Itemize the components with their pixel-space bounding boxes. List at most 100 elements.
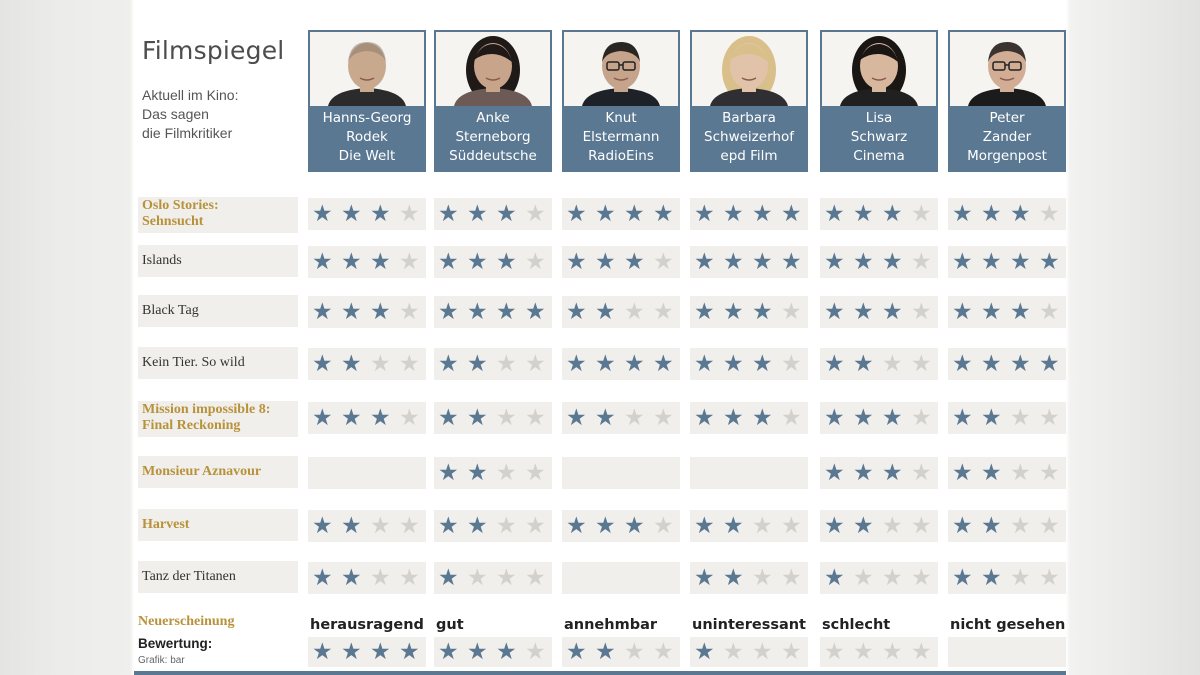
legend-rating-label: Bewertung: bbox=[138, 636, 213, 651]
rating-cell: ★ ★ ★ ★ bbox=[820, 510, 938, 542]
critic-portrait-icon bbox=[710, 36, 788, 106]
star-empty-icon: ★ bbox=[525, 201, 546, 227]
page-subtitle: Aktuell im Kino: Das sagen die Filmkriti… bbox=[142, 87, 239, 141]
legend-scale-stars bbox=[948, 637, 1066, 667]
rating-cell: ★ ★ ★ ★ bbox=[820, 198, 938, 230]
critic-name: Peter bbox=[989, 110, 1025, 126]
rating-cell: ★ ★ ★ ★ bbox=[948, 562, 1066, 594]
page-title: Filmspiegel bbox=[142, 36, 285, 65]
star-filled-icon: ★ bbox=[752, 299, 773, 325]
star-filled-icon: ★ bbox=[694, 565, 715, 591]
movie-title: Black Tag bbox=[138, 295, 298, 327]
star-empty-icon: ★ bbox=[525, 351, 546, 377]
star-filled-icon: ★ bbox=[653, 201, 674, 227]
critic-photo bbox=[308, 30, 426, 106]
star-filled-icon: ★ bbox=[595, 299, 616, 325]
star-filled-icon: ★ bbox=[723, 405, 744, 431]
star-filled-icon: ★ bbox=[882, 201, 903, 227]
star-filled-icon: ★ bbox=[595, 639, 616, 665]
star-empty-icon: ★ bbox=[525, 639, 546, 665]
star-filled-icon: ★ bbox=[824, 460, 845, 486]
star-empty-icon: ★ bbox=[853, 565, 874, 591]
star-empty-icon: ★ bbox=[370, 565, 391, 591]
star-filled-icon: ★ bbox=[438, 460, 459, 486]
star-empty-icon: ★ bbox=[496, 460, 517, 486]
star-filled-icon: ★ bbox=[496, 299, 517, 325]
star-filled-icon: ★ bbox=[496, 249, 517, 275]
star-filled-icon: ★ bbox=[312, 249, 333, 275]
rating-cell: ★ ★ ★ ★ bbox=[820, 296, 938, 328]
rating-cell: ★ ★ ★ ★ bbox=[690, 246, 808, 278]
star-filled-icon: ★ bbox=[438, 405, 459, 431]
critic-column-header: Peter Zander Morgenpost bbox=[948, 30, 1066, 172]
star-filled-icon: ★ bbox=[882, 249, 903, 275]
critic-nameplate: Peter Zander Morgenpost bbox=[948, 106, 1066, 172]
star-filled-icon: ★ bbox=[853, 351, 874, 377]
star-empty-icon: ★ bbox=[653, 249, 674, 275]
star-filled-icon: ★ bbox=[1010, 351, 1031, 377]
star-filled-icon: ★ bbox=[752, 249, 773, 275]
star-empty-icon: ★ bbox=[624, 405, 645, 431]
star-empty-icon: ★ bbox=[1010, 460, 1031, 486]
star-filled-icon: ★ bbox=[595, 201, 616, 227]
rating-cell: ★ ★ ★ ★ bbox=[948, 402, 1066, 434]
star-filled-icon: ★ bbox=[370, 201, 391, 227]
star-filled-icon: ★ bbox=[981, 565, 1002, 591]
star-filled-icon: ★ bbox=[952, 351, 973, 377]
critic-outlet: Süddeutsche bbox=[449, 148, 537, 164]
star-filled-icon: ★ bbox=[1010, 249, 1031, 275]
star-filled-icon: ★ bbox=[341, 201, 362, 227]
star-filled-icon: ★ bbox=[824, 405, 845, 431]
critic-name: Hanns-Georg bbox=[322, 110, 412, 126]
star-filled-icon: ★ bbox=[370, 405, 391, 431]
star-empty-icon: ★ bbox=[1039, 565, 1060, 591]
star-empty-icon: ★ bbox=[653, 299, 674, 325]
star-empty-icon: ★ bbox=[752, 513, 773, 539]
star-filled-icon: ★ bbox=[525, 299, 546, 325]
star-empty-icon: ★ bbox=[882, 513, 903, 539]
rating-cell bbox=[690, 457, 808, 489]
rating-cell: ★ ★ ★ ★ bbox=[562, 198, 680, 230]
star-filled-icon: ★ bbox=[694, 513, 715, 539]
rating-cell: ★ ★ ★ ★ bbox=[690, 562, 808, 594]
star-filled-icon: ★ bbox=[312, 639, 333, 665]
star-filled-icon: ★ bbox=[624, 513, 645, 539]
star-filled-icon: ★ bbox=[981, 249, 1002, 275]
star-empty-icon: ★ bbox=[911, 405, 932, 431]
critic-portrait-icon bbox=[454, 36, 532, 106]
star-filled-icon: ★ bbox=[694, 639, 715, 665]
star-empty-icon: ★ bbox=[496, 565, 517, 591]
rating-cell: ★ ★ ★ ★ bbox=[562, 296, 680, 328]
star-filled-icon: ★ bbox=[853, 405, 874, 431]
star-filled-icon: ★ bbox=[882, 405, 903, 431]
star-empty-icon: ★ bbox=[1010, 405, 1031, 431]
star-empty-icon: ★ bbox=[1039, 460, 1060, 486]
rating-cell: ★ ★ ★ ★ bbox=[434, 510, 552, 542]
movie-title: Islands bbox=[138, 245, 298, 277]
rating-cell: ★ ★ ★ ★ bbox=[434, 457, 552, 489]
star-filled-icon: ★ bbox=[467, 351, 488, 377]
star-filled-icon: ★ bbox=[341, 513, 362, 539]
star-empty-icon: ★ bbox=[911, 201, 932, 227]
star-filled-icon: ★ bbox=[467, 460, 488, 486]
movie-title: Mission impossible 8: Final Reckoning bbox=[138, 401, 298, 437]
rating-cell: ★ ★ ★ ★ bbox=[562, 348, 680, 380]
critic-portrait-icon bbox=[840, 36, 918, 106]
star-filled-icon: ★ bbox=[723, 351, 744, 377]
film-ratings-card: Filmspiegel Aktuell im Kino: Das sagen d… bbox=[134, 0, 1066, 675]
legend-scale-stars: ★ ★ ★ ★ bbox=[434, 637, 552, 667]
legend-scale-stars: ★ ★ ★ ★ bbox=[308, 637, 426, 667]
legend-scale-label: gut bbox=[436, 617, 464, 633]
star-filled-icon: ★ bbox=[723, 249, 744, 275]
critic-name: Rodek bbox=[346, 129, 388, 145]
star-empty-icon: ★ bbox=[911, 639, 932, 665]
star-filled-icon: ★ bbox=[824, 249, 845, 275]
rating-cell: ★ ★ ★ ★ bbox=[308, 510, 426, 542]
star-filled-icon: ★ bbox=[370, 299, 391, 325]
critic-name: Schweizerhof bbox=[704, 129, 794, 145]
star-filled-icon: ★ bbox=[566, 513, 587, 539]
star-filled-icon: ★ bbox=[1010, 201, 1031, 227]
star-filled-icon: ★ bbox=[438, 249, 459, 275]
star-empty-icon: ★ bbox=[653, 513, 674, 539]
star-empty-icon: ★ bbox=[752, 639, 773, 665]
